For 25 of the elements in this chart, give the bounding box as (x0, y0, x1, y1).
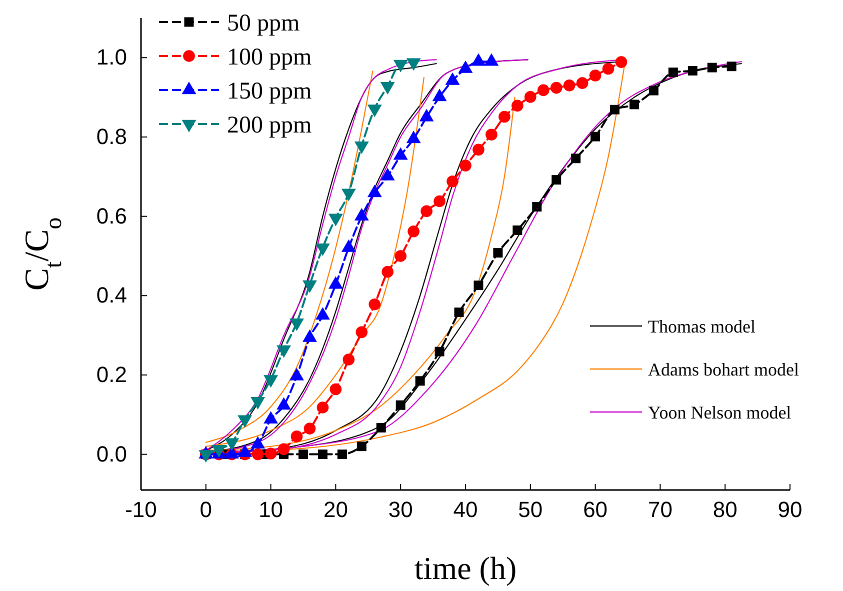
x-tick-label: 70 (648, 497, 672, 522)
y-tick-label: 0.2 (96, 362, 127, 388)
legend-label: Adams bohart model (648, 359, 799, 380)
legend-label: 100 ppm (227, 44, 312, 70)
x-tick-label: 10 (258, 497, 284, 522)
y-tick-label: 0.4 (96, 282, 127, 308)
y-tick-label: 0.6 (96, 203, 127, 228)
x-tick-label: 40 (453, 497, 478, 522)
x-tick-label: -10 (125, 497, 157, 522)
legend-label: Yoon Nelson model (648, 402, 792, 422)
y-tick-label: 1.0 (96, 44, 127, 70)
legend-label: 200 ppm (227, 112, 312, 138)
x-tick-label: 50 (518, 497, 543, 522)
x-tick-label: 0 (200, 497, 212, 522)
x-tick-label: 90 (778, 497, 802, 522)
x-tick-label: 30 (388, 497, 413, 522)
legend-label: 50 ppm (227, 10, 300, 36)
y-tick-label: 0.8 (96, 124, 127, 150)
legend-label: Thomas model (648, 316, 756, 336)
x-tick-label: 20 (323, 497, 348, 522)
legend-label: 150 ppm (227, 78, 312, 104)
x-axis-title: time (h) (414, 550, 517, 586)
x-tick-label: 80 (712, 497, 738, 522)
x-tick-label: 60 (583, 497, 608, 522)
y-tick-label: 0.0 (96, 441, 127, 466)
